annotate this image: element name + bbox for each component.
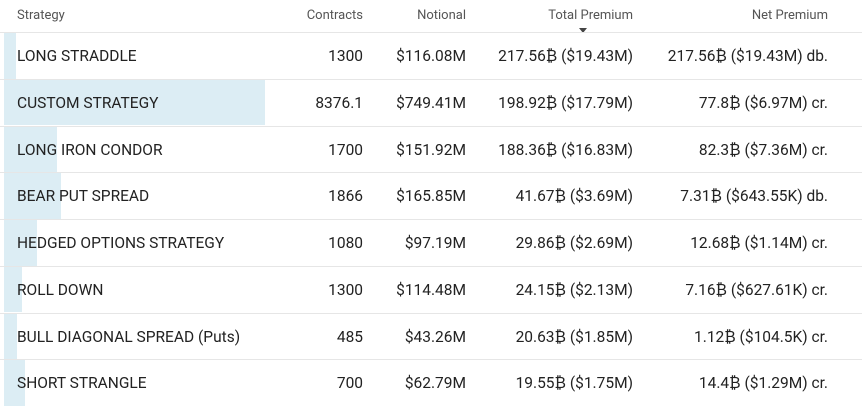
net-premium-cell: 12.68₿ ($1.14M) cr. bbox=[690, 234, 828, 252]
contracts-cell: 1300 bbox=[328, 47, 363, 65]
contracts-cell: 1300 bbox=[328, 280, 363, 299]
table-row: CUSTOM STRATEGY 8376.1 $749.41M 198.92₿ ($1… bbox=[0, 78, 862, 126]
strategy-cell: BULL DIAGONAL SPREAD (Puts) bbox=[17, 327, 241, 346]
contracts-cell: 8376.1 bbox=[315, 93, 363, 112]
net-premium-cell: 14.4₿ ($1.29M) cr. bbox=[698, 374, 828, 393]
notional-cell: $116.08M bbox=[396, 47, 466, 65]
net-premium-cell: 7.16₿ ($627.61K) cr. bbox=[685, 280, 828, 299]
total-premium-cell: 41.67₿ ($3.69M) bbox=[515, 187, 633, 206]
total-premium-cell: 217.56₿ ($19.43M) bbox=[498, 47, 633, 65]
contracts-cell: 1080 bbox=[328, 234, 363, 252]
header-total-premium[interactable]: Total Premium bbox=[548, 8, 633, 23]
header-contracts[interactable]: Contracts bbox=[306, 8, 363, 23]
row-bar bbox=[4, 33, 16, 79]
table-row: LONG IRON CONDOR 1700 $151.92M 188.36₿ ($16… bbox=[0, 125, 862, 172]
header-notional[interactable]: Notional bbox=[417, 8, 466, 23]
strategy-cell: LONG STRADDLE bbox=[17, 47, 137, 65]
notional-cell: $165.85M bbox=[396, 187, 466, 206]
strategy-cell: ROLL DOWN bbox=[17, 280, 104, 299]
net-premium-cell: 217.56₿ ($19.43M) db. bbox=[667, 47, 828, 65]
strategy-cell: LONG IRON CONDOR bbox=[17, 140, 163, 159]
total-premium-cell: 188.36₿ ($16.83M) bbox=[498, 140, 633, 159]
row-bar bbox=[4, 266, 22, 313]
net-premium-cell: 82.3₿ ($7.36M) cr. bbox=[698, 140, 828, 159]
strategy-cell: SHORT STRANGLE bbox=[17, 374, 147, 393]
row-bar bbox=[4, 360, 25, 406]
header-net-premium[interactable]: Net Premium bbox=[751, 8, 828, 23]
table-row: ROLL DOWN 1300 $114.48M 24.15₿ ($2.13M) 7.16… bbox=[0, 265, 862, 313]
contracts-cell: 1700 bbox=[328, 140, 363, 159]
table-row: SHORT STRANGLE 700 $62.79M 19.55₿ ($1.75M) 1… bbox=[0, 359, 862, 406]
total-premium-cell: 20.63₿ ($1.85M) bbox=[515, 327, 633, 346]
total-premium-cell: 24.15₿ ($2.13M) bbox=[515, 280, 633, 299]
total-premium-cell: 198.92₿ ($17.79M) bbox=[498, 93, 633, 112]
total-premium-cell: 29.86₿ ($2.69M) bbox=[515, 234, 633, 252]
notional-cell: $151.92M bbox=[396, 140, 466, 159]
net-premium-cell: 77.8₿ ($6.97M) cr. bbox=[698, 93, 828, 112]
table-row: BEAR PUT SPREAD 1866 $165.85M 41.67₿ ($3.69… bbox=[0, 172, 862, 219]
contracts-cell: 485 bbox=[336, 327, 363, 346]
header-strategy[interactable]: Strategy bbox=[17, 8, 65, 23]
row-bar bbox=[4, 79, 265, 126]
contracts-cell: 700 bbox=[336, 374, 363, 393]
row-bar bbox=[4, 173, 61, 219]
notional-cell: $114.48M bbox=[396, 280, 466, 299]
row-bar bbox=[4, 220, 37, 266]
row-bar bbox=[4, 313, 17, 359]
notional-cell: $97.19M bbox=[404, 234, 466, 252]
notional-cell: $43.26M bbox=[404, 327, 466, 346]
strategy-cell: BEAR PUT SPREAD bbox=[17, 187, 150, 206]
table-row: BULL DIAGONAL SPREAD (Puts) 485 $43.26M 20.… bbox=[0, 312, 862, 359]
contracts-cell: 1866 bbox=[328, 187, 363, 206]
notional-cell: $749.41M bbox=[396, 93, 466, 112]
total-premium-cell: 19.55₿ ($1.75M) bbox=[515, 374, 633, 393]
notional-cell: $62.79M bbox=[404, 374, 466, 393]
net-premium-cell: 7.31₿ ($643.55K) db. bbox=[680, 187, 828, 206]
net-premium-cell: 1.12₿ ($104.5K) cr. bbox=[694, 327, 828, 346]
strategy-cell: HEDGED OPTIONS STRATEGY bbox=[17, 234, 225, 252]
table-row: HEDGED OPTIONS STRATEGY 1080 $97.19M 29.86₿… bbox=[0, 219, 862, 266]
table-row: LONG STRADDLE 1300 $116.08M 217.56₿ ($19.43… bbox=[0, 32, 862, 79]
sort-indicator bbox=[579, 28, 587, 33]
row-bar bbox=[4, 126, 57, 172]
strategy-cell: CUSTOM STRATEGY bbox=[17, 93, 159, 112]
